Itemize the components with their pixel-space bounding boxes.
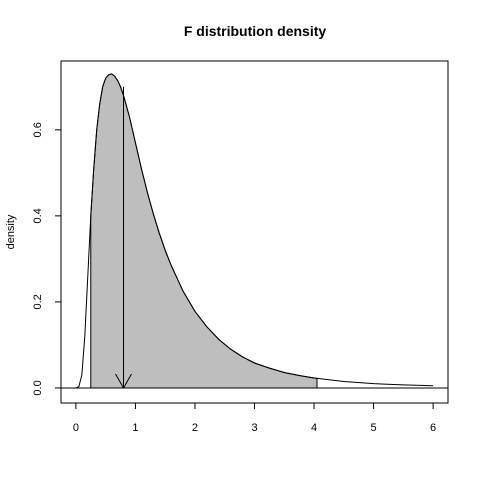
x-tick-label: 6: [430, 422, 436, 434]
shaded-region: [90, 73, 318, 389]
x-tick-label: 5: [371, 422, 377, 434]
x-tick-label: 2: [192, 422, 198, 434]
y-tick-label: 0.4: [32, 208, 44, 223]
x-tick-label: 1: [132, 422, 138, 434]
y-axis-label: density: [5, 214, 17, 249]
density-curve-layer: [61, 73, 448, 389]
marker-layer: [115, 86, 132, 389]
plot-frame: [60, 60, 449, 404]
x-tick-label: 3: [251, 422, 257, 434]
x-tick-label: 0: [73, 422, 79, 434]
y-tick-label: 0.6: [32, 122, 44, 137]
shaded-area-layer: [90, 73, 318, 389]
marker-arrowhead: [115, 373, 132, 389]
y-tick-label: 0.0: [32, 380, 44, 395]
density-curve: [75, 73, 434, 389]
y-tick-label: 0.2: [32, 294, 44, 309]
x-tick-label: 4: [311, 422, 317, 434]
chart-title: F distribution density: [184, 23, 327, 39]
